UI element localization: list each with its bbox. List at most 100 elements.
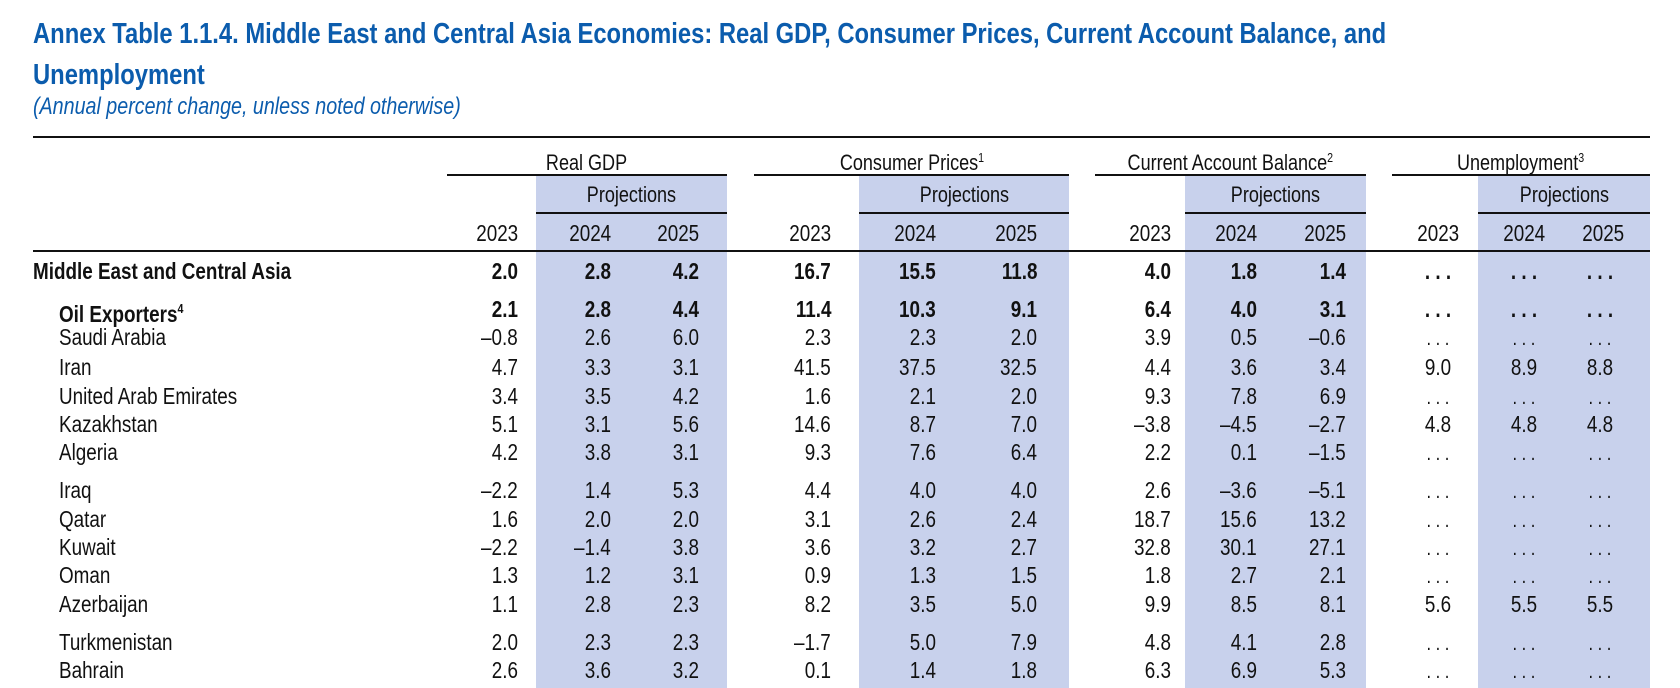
gdp-value: 3.1	[672, 354, 699, 380]
unemp-group-rule	[1392, 174, 1650, 176]
cab-value: 4.8	[1144, 629, 1171, 655]
cpi-value: 0.1	[804, 657, 831, 683]
cpi-value: 2.3	[909, 324, 936, 350]
cpi-value: 1.3	[909, 562, 936, 588]
cab-value: 0.5	[1230, 324, 1257, 350]
cpi-projections-shade	[859, 175, 1069, 688]
unemp-value: . . .	[1512, 328, 1536, 350]
gdp-value: 3.6	[584, 657, 611, 683]
unemp-value: . . .	[1512, 481, 1536, 503]
cpi-value: 1.8	[1010, 657, 1037, 683]
gdp-value: 2.3	[672, 591, 699, 617]
table-top-rule	[33, 136, 1650, 138]
cab-value: 0.1	[1230, 439, 1257, 465]
unemp-value: . . .	[1512, 633, 1536, 655]
year-header: 2025	[1582, 220, 1624, 246]
cpi-value: 2.0	[1010, 324, 1037, 350]
cpi-value: 6.4	[1010, 439, 1037, 465]
cab-value: 7.8	[1230, 383, 1257, 409]
gdp-value: –2.2	[481, 534, 518, 560]
gdp-projections-shade	[536, 175, 727, 688]
cab-value: 2.1	[1319, 562, 1346, 588]
gdp-value: 3.8	[584, 439, 611, 465]
cab-group-rule	[1095, 174, 1366, 176]
cpi-value: 8.2	[804, 591, 831, 617]
gdp-value: 3.1	[584, 411, 611, 437]
unemp-value: . . .	[1512, 566, 1536, 588]
gdp-value: 2.6	[491, 657, 518, 683]
group-header-consumer-prices: Consumer Prices1	[839, 150, 984, 175]
table-row: Kazakhstan 5.1 3.1 5.6 14.6 8.7 7.0 –3.8 –4.5 –2.…	[0, 411, 1680, 437]
year-header: 2023	[476, 220, 518, 246]
row-label: Qatar	[59, 506, 107, 532]
cab-value: 9.3	[1144, 383, 1171, 409]
gdp-value: 2.3	[584, 629, 611, 655]
gdp-value: 2.1	[491, 296, 518, 322]
table-row: Kuwait –2.2 –1.4 3.8 3.6 3.2 2.7 32.8 30.1 27.1 . …	[0, 534, 1680, 560]
table-row: Qatar 1.6 2.0 2.0 3.1 2.6 2.4 18.7 15.6 13.2 . . .…	[0, 506, 1680, 532]
cab-value: 3.4	[1319, 354, 1346, 380]
unemp-value: . . .	[1510, 296, 1538, 322]
gdp-value: 2.8	[584, 258, 611, 284]
gdp-value: 2.8	[584, 591, 611, 617]
footnote-marker: 3	[1578, 150, 1585, 165]
unemp-value: . . .	[1426, 538, 1450, 560]
year-header: 2025	[1304, 220, 1346, 246]
gdp-value: 4.2	[672, 258, 699, 284]
gdp-value: 1.6	[491, 506, 518, 532]
cpi-value: 15.5	[899, 258, 936, 284]
cab-value: –3.8	[1134, 411, 1171, 437]
table-row: Oman 1.3 1.2 3.1 0.9 1.3 1.5 1.8 2.7 2.1 . . . . . …	[0, 562, 1680, 588]
unemp-value: . . .	[1588, 661, 1612, 683]
row-label: Turkmenistan	[59, 629, 173, 655]
unemp-projections-shade	[1478, 175, 1650, 688]
unemp-value: . . .	[1588, 443, 1612, 465]
gdp-value: 5.1	[491, 411, 518, 437]
table-title-line-2: Unemployment	[33, 59, 205, 91]
unemp-value: . . .	[1426, 443, 1450, 465]
cab-value: 5.3	[1319, 657, 1346, 683]
cpi-value: 2.7	[1010, 534, 1037, 560]
cab-value: 6.4	[1144, 296, 1171, 322]
year-header: 2025	[995, 220, 1037, 246]
cpi-value: 16.7	[794, 258, 831, 284]
gdp-value: –0.8	[481, 324, 518, 350]
cab-value: 3.9	[1144, 324, 1171, 350]
gdp-value: 5.3	[672, 477, 699, 503]
gdp-projections-rule	[536, 212, 727, 214]
unemp-value: 8.9	[1510, 354, 1538, 380]
cab-value: –4.5	[1220, 411, 1257, 437]
year-header: 2025	[657, 220, 699, 246]
unemp-value: . . .	[1588, 633, 1612, 655]
cpi-value: 9.1	[1010, 296, 1037, 322]
gdp-value: 6.0	[672, 324, 699, 350]
year-header: 2024	[894, 220, 936, 246]
cab-value: –3.6	[1220, 477, 1257, 503]
unemp-value: 4.8	[1424, 411, 1452, 437]
cab-value: 4.1	[1230, 629, 1257, 655]
gdp-value: 3.4	[491, 383, 518, 409]
cab-value: 6.9	[1319, 383, 1346, 409]
cab-value: 6.9	[1230, 657, 1257, 683]
unemp-value: . . .	[1510, 258, 1538, 284]
gdp-value: –2.2	[481, 477, 518, 503]
row-label: Bahrain	[59, 657, 125, 683]
cpi-value: 9.3	[804, 439, 831, 465]
cab-value: 27.1	[1309, 534, 1346, 560]
cpi-projections-rule	[859, 212, 1069, 214]
cab-value: 6.3	[1144, 657, 1171, 683]
unemp-value: . . .	[1588, 566, 1612, 588]
unemp-value: . . .	[1512, 387, 1536, 409]
cab-projections-shade	[1185, 175, 1366, 688]
cpi-value: 41.5	[794, 354, 831, 380]
cab-value: 4.0	[1230, 296, 1257, 322]
cab-value: 4.0	[1144, 258, 1171, 284]
cpi-value: 2.6	[909, 506, 936, 532]
gdp-value: 1.4	[584, 477, 611, 503]
cab-value: 9.9	[1144, 591, 1171, 617]
group-header-unemployment: Unemployment3	[1457, 150, 1585, 175]
footnote-marker: 4	[177, 301, 184, 316]
cab-value: 2.2	[1144, 439, 1171, 465]
gdp-value: 2.0	[672, 506, 699, 532]
unemp-value: 5.5	[1510, 591, 1538, 617]
